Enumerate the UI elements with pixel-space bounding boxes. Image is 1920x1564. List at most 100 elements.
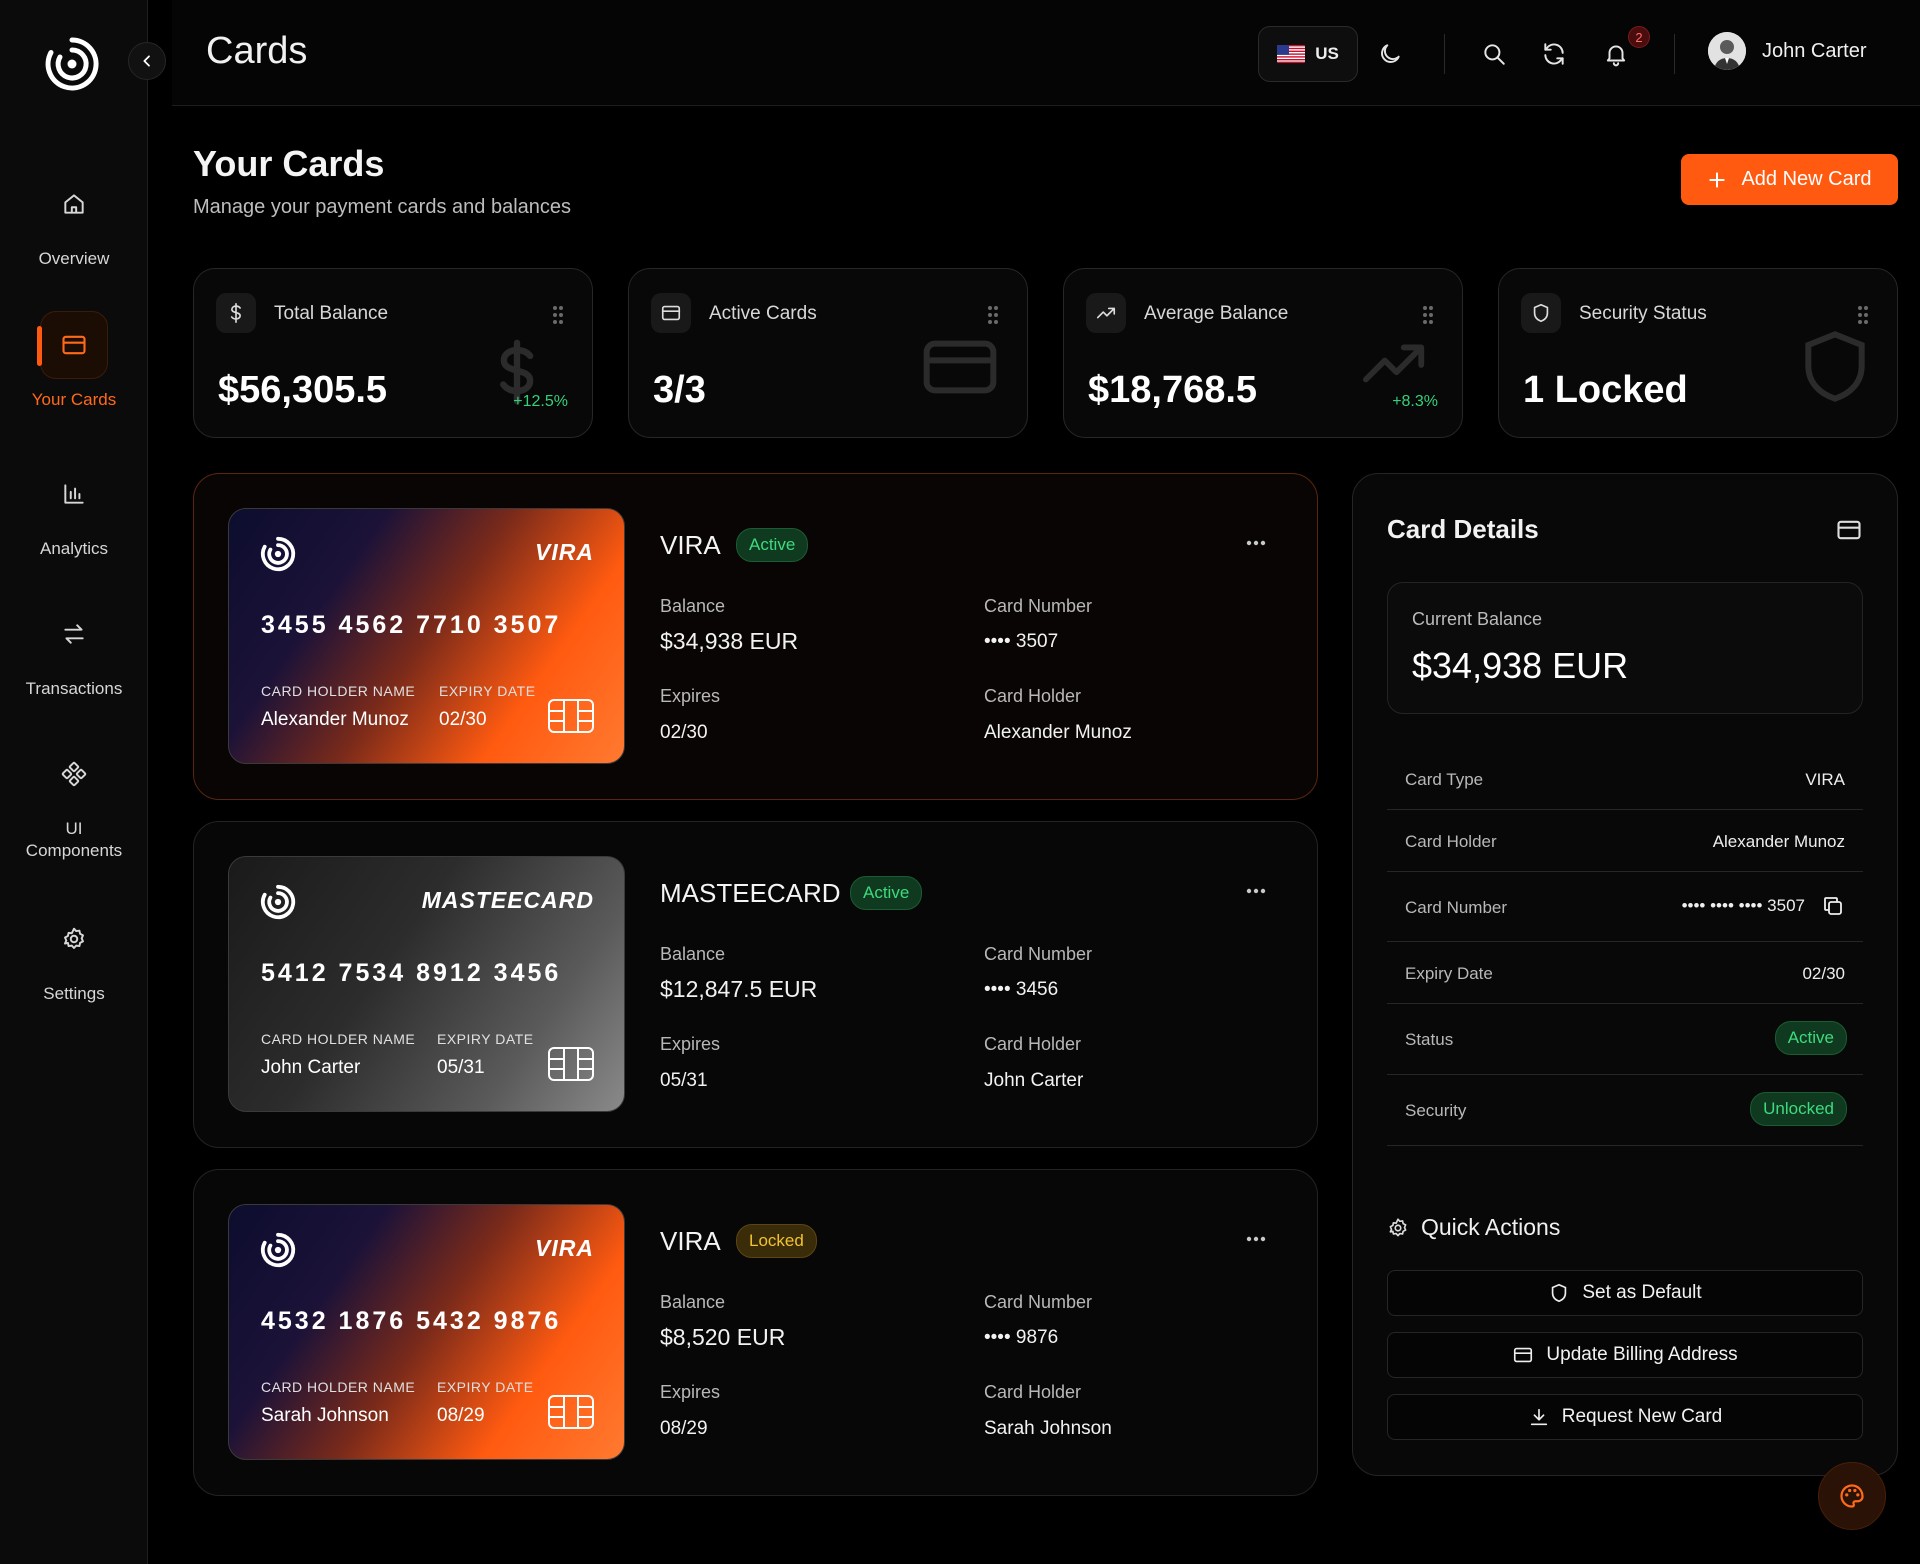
detail-row-security: Security Unlocked <box>1387 1075 1863 1146</box>
nav-transactions[interactable]: Transactions <box>0 600 148 700</box>
sidebar-collapse-button[interactable] <box>128 42 166 80</box>
security-badge: Unlocked <box>1750 1092 1847 1126</box>
home-icon <box>40 170 108 238</box>
more-options-icon[interactable] <box>1246 1236 1266 1242</box>
masked-card-number: •••• 3507 <box>984 631 1059 652</box>
logo-icon[interactable] <box>42 34 102 94</box>
detail-value: Alexander Munoz <box>1712 832 1845 851</box>
card-holder-label: Card Holder <box>984 686 1082 706</box>
card-number-label: Card Number <box>984 1292 1093 1312</box>
request-new-card-label: Request New Card <box>1561 1406 1723 1427</box>
card-icon <box>651 293 691 333</box>
user-name: John Carter <box>1762 39 1867 62</box>
nav-ui-components-label: UI Components <box>25 819 123 860</box>
expires-value: 05/31 <box>660 1070 708 1091</box>
quick-actions-label: Quick Actions <box>1421 1214 1561 1240</box>
detail-value: VIRA <box>1805 770 1845 789</box>
balance-label: Balance <box>660 1292 726 1312</box>
nav-your-cards[interactable]: Your Cards <box>0 311 148 411</box>
more-options-icon[interactable] <box>1246 888 1266 894</box>
expiry-value: 05/31 <box>437 1057 485 1078</box>
set-default-label: Set as Default <box>1582 1282 1702 1303</box>
section-subtitle: Manage your payment cards and balances <box>193 196 572 218</box>
search-icon <box>1484 44 1505 65</box>
detail-value: •••• •••• •••• 3507 <box>1681 896 1805 915</box>
drag-handle-icon[interactable] <box>987 305 999 325</box>
expiry-label: EXPIRY DATE <box>439 683 536 699</box>
card-brand: MASTEECARD <box>421 887 594 913</box>
card-holder-name: John Carter <box>261 1057 361 1078</box>
us-flag-icon <box>1277 45 1306 63</box>
add-new-card-button[interactable]: Add New Card <box>1681 154 1898 205</box>
masked-card-number: •••• 9876 <box>984 1327 1059 1348</box>
card-row[interactable]: VIRA 3455 4562 7710 3507 CARD HOLDER NAM… <box>193 473 1318 800</box>
detail-label: Card Number <box>1405 898 1508 917</box>
stat-value: 3/3 <box>653 369 706 411</box>
sidebar: Overview Your Cards Analytics Transactio… <box>0 0 148 1564</box>
detail-value-group: •••• •••• •••• 3507 <box>1682 894 1845 918</box>
nav-analytics-label: Analytics <box>39 539 109 558</box>
status-badge: Active <box>850 876 923 910</box>
analytics-icon <box>40 460 108 528</box>
chevron-left-icon <box>143 55 150 67</box>
stat-value: 1 Locked <box>1523 369 1688 411</box>
drag-handle-icon[interactable] <box>552 305 564 325</box>
nav-ui-components[interactable]: UI Components <box>0 740 148 862</box>
request-new-card-button[interactable]: Request New Card <box>1387 1394 1863 1440</box>
nav-settings-label: Settings <box>43 984 105 1003</box>
gear-icon <box>1389 1217 1407 1236</box>
stat-label: Active Cards <box>709 303 817 324</box>
quick-actions-title: Quick Actions <box>1387 1214 1560 1241</box>
notifications-button[interactable]: 2 <box>1596 26 1650 74</box>
nav-overview[interactable]: Overview <box>0 170 148 270</box>
card-brand: VIRA <box>535 539 594 565</box>
set-default-button[interactable]: Set as Default <box>1387 1270 1863 1316</box>
more-options-icon[interactable] <box>1246 540 1266 546</box>
nav-settings[interactable]: Settings <box>0 905 148 1005</box>
expires-label: Expires <box>660 1034 721 1054</box>
theme-toggle-button[interactable] <box>1370 34 1410 74</box>
stat-active-cards: Active Cards 3/3 <box>628 268 1028 438</box>
card-row[interactable]: MASTEECARD 5412 7534 8912 3456 CARD HOLD… <box>193 821 1318 1148</box>
gear-icon <box>40 905 108 973</box>
detail-label: Card Holder <box>1405 832 1497 851</box>
status-badge: Locked <box>736 1224 817 1258</box>
language-selector[interactable]: US <box>1258 26 1358 82</box>
avatar <box>1708 32 1746 70</box>
balance-value: $34,938 EUR <box>660 628 799 654</box>
shield-icon <box>1521 293 1561 333</box>
balance-value: $8,520 EUR <box>660 1324 786 1350</box>
card-watermark-icon <box>923 340 997 394</box>
balance-label: Balance <box>660 944 726 964</box>
card-holder-name: Alexander Munoz <box>261 709 409 730</box>
card-holder-label: Card Holder <box>984 1382 1082 1402</box>
payment-card: VIRA 3455 4562 7710 3507 CARD HOLDER NAM… <box>228 508 625 764</box>
bell-icon <box>1606 45 1626 67</box>
search-button[interactable] <box>1474 34 1514 74</box>
copy-icon[interactable] <box>1821 894 1845 918</box>
detail-row-card-type: Card Type VIRA <box>1387 748 1863 810</box>
refresh-button[interactable] <box>1534 34 1574 74</box>
detail-row-status: Status Active <box>1387 1004 1863 1075</box>
language-code: US <box>1315 44 1339 63</box>
card-holder-name: Sarah Johnson <box>261 1405 389 1426</box>
drag-handle-icon[interactable] <box>1857 305 1869 325</box>
theme-customizer-button[interactable] <box>1818 1462 1886 1530</box>
masked-card-number: •••• 3456 <box>984 979 1059 1000</box>
page-header-title: Cards <box>206 30 308 72</box>
top-header: Cards US 2 <box>172 0 1920 106</box>
current-balance-box: Current Balance $34,938 EUR <box>1387 582 1863 714</box>
user-menu[interactable]: John Carter <box>1708 32 1867 70</box>
expires-label: Expires <box>660 1382 721 1402</box>
card-number-label: Card Number <box>984 944 1093 964</box>
nav-analytics[interactable]: Analytics <box>0 460 148 560</box>
update-billing-button[interactable]: Update Billing Address <box>1387 1332 1863 1378</box>
palette-icon <box>1840 1484 1864 1508</box>
balance-label: Balance <box>660 596 726 616</box>
card-holder-label: CARD HOLDER NAME <box>261 1031 416 1047</box>
stat-label: Security Status <box>1579 303 1707 324</box>
stat-security-status: Security Status 1 Locked <box>1498 268 1898 438</box>
drag-handle-icon[interactable] <box>1422 305 1434 325</box>
card-row[interactable]: VIRA 4532 1876 5432 9876 CARD HOLDER NAM… <box>193 1169 1318 1496</box>
